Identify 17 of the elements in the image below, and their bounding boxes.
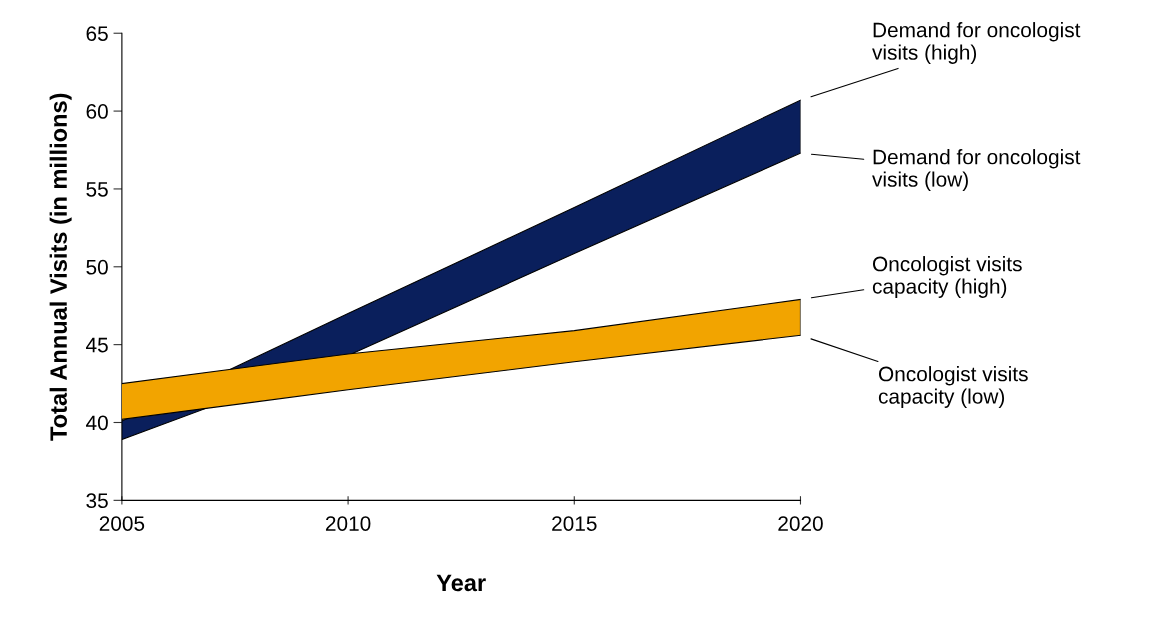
legend-label: Demand for oncologist visits (low) bbox=[872, 149, 1081, 191]
x-tick-label: 2010 bbox=[325, 516, 371, 531]
y-tick-label: 45 bbox=[86, 337, 108, 353]
x-tick-label: 2015 bbox=[552, 516, 597, 531]
x-tick-label: 2005 bbox=[99, 516, 145, 531]
y-tick-label: 50 bbox=[86, 259, 108, 275]
x-axis-title: Year bbox=[436, 574, 486, 592]
y-tick-label: 60 bbox=[86, 104, 108, 119]
y-axis-title: Total Annual Visits (in millions) bbox=[49, 93, 72, 441]
y-tick-label: 40 bbox=[86, 415, 108, 431]
y-tick-label: 65 bbox=[86, 26, 108, 41]
text: Oncologist visits capacity (low) bbox=[878, 366, 1028, 408]
text: Oncologist visits capacity (high) bbox=[872, 256, 1022, 298]
y-tick-label: 55 bbox=[86, 182, 108, 197]
text: Demand for oncologist visits (high) bbox=[872, 22, 1081, 64]
x-tick-label: 2020 bbox=[778, 516, 823, 531]
y-tick-label: 35 bbox=[86, 493, 108, 509]
